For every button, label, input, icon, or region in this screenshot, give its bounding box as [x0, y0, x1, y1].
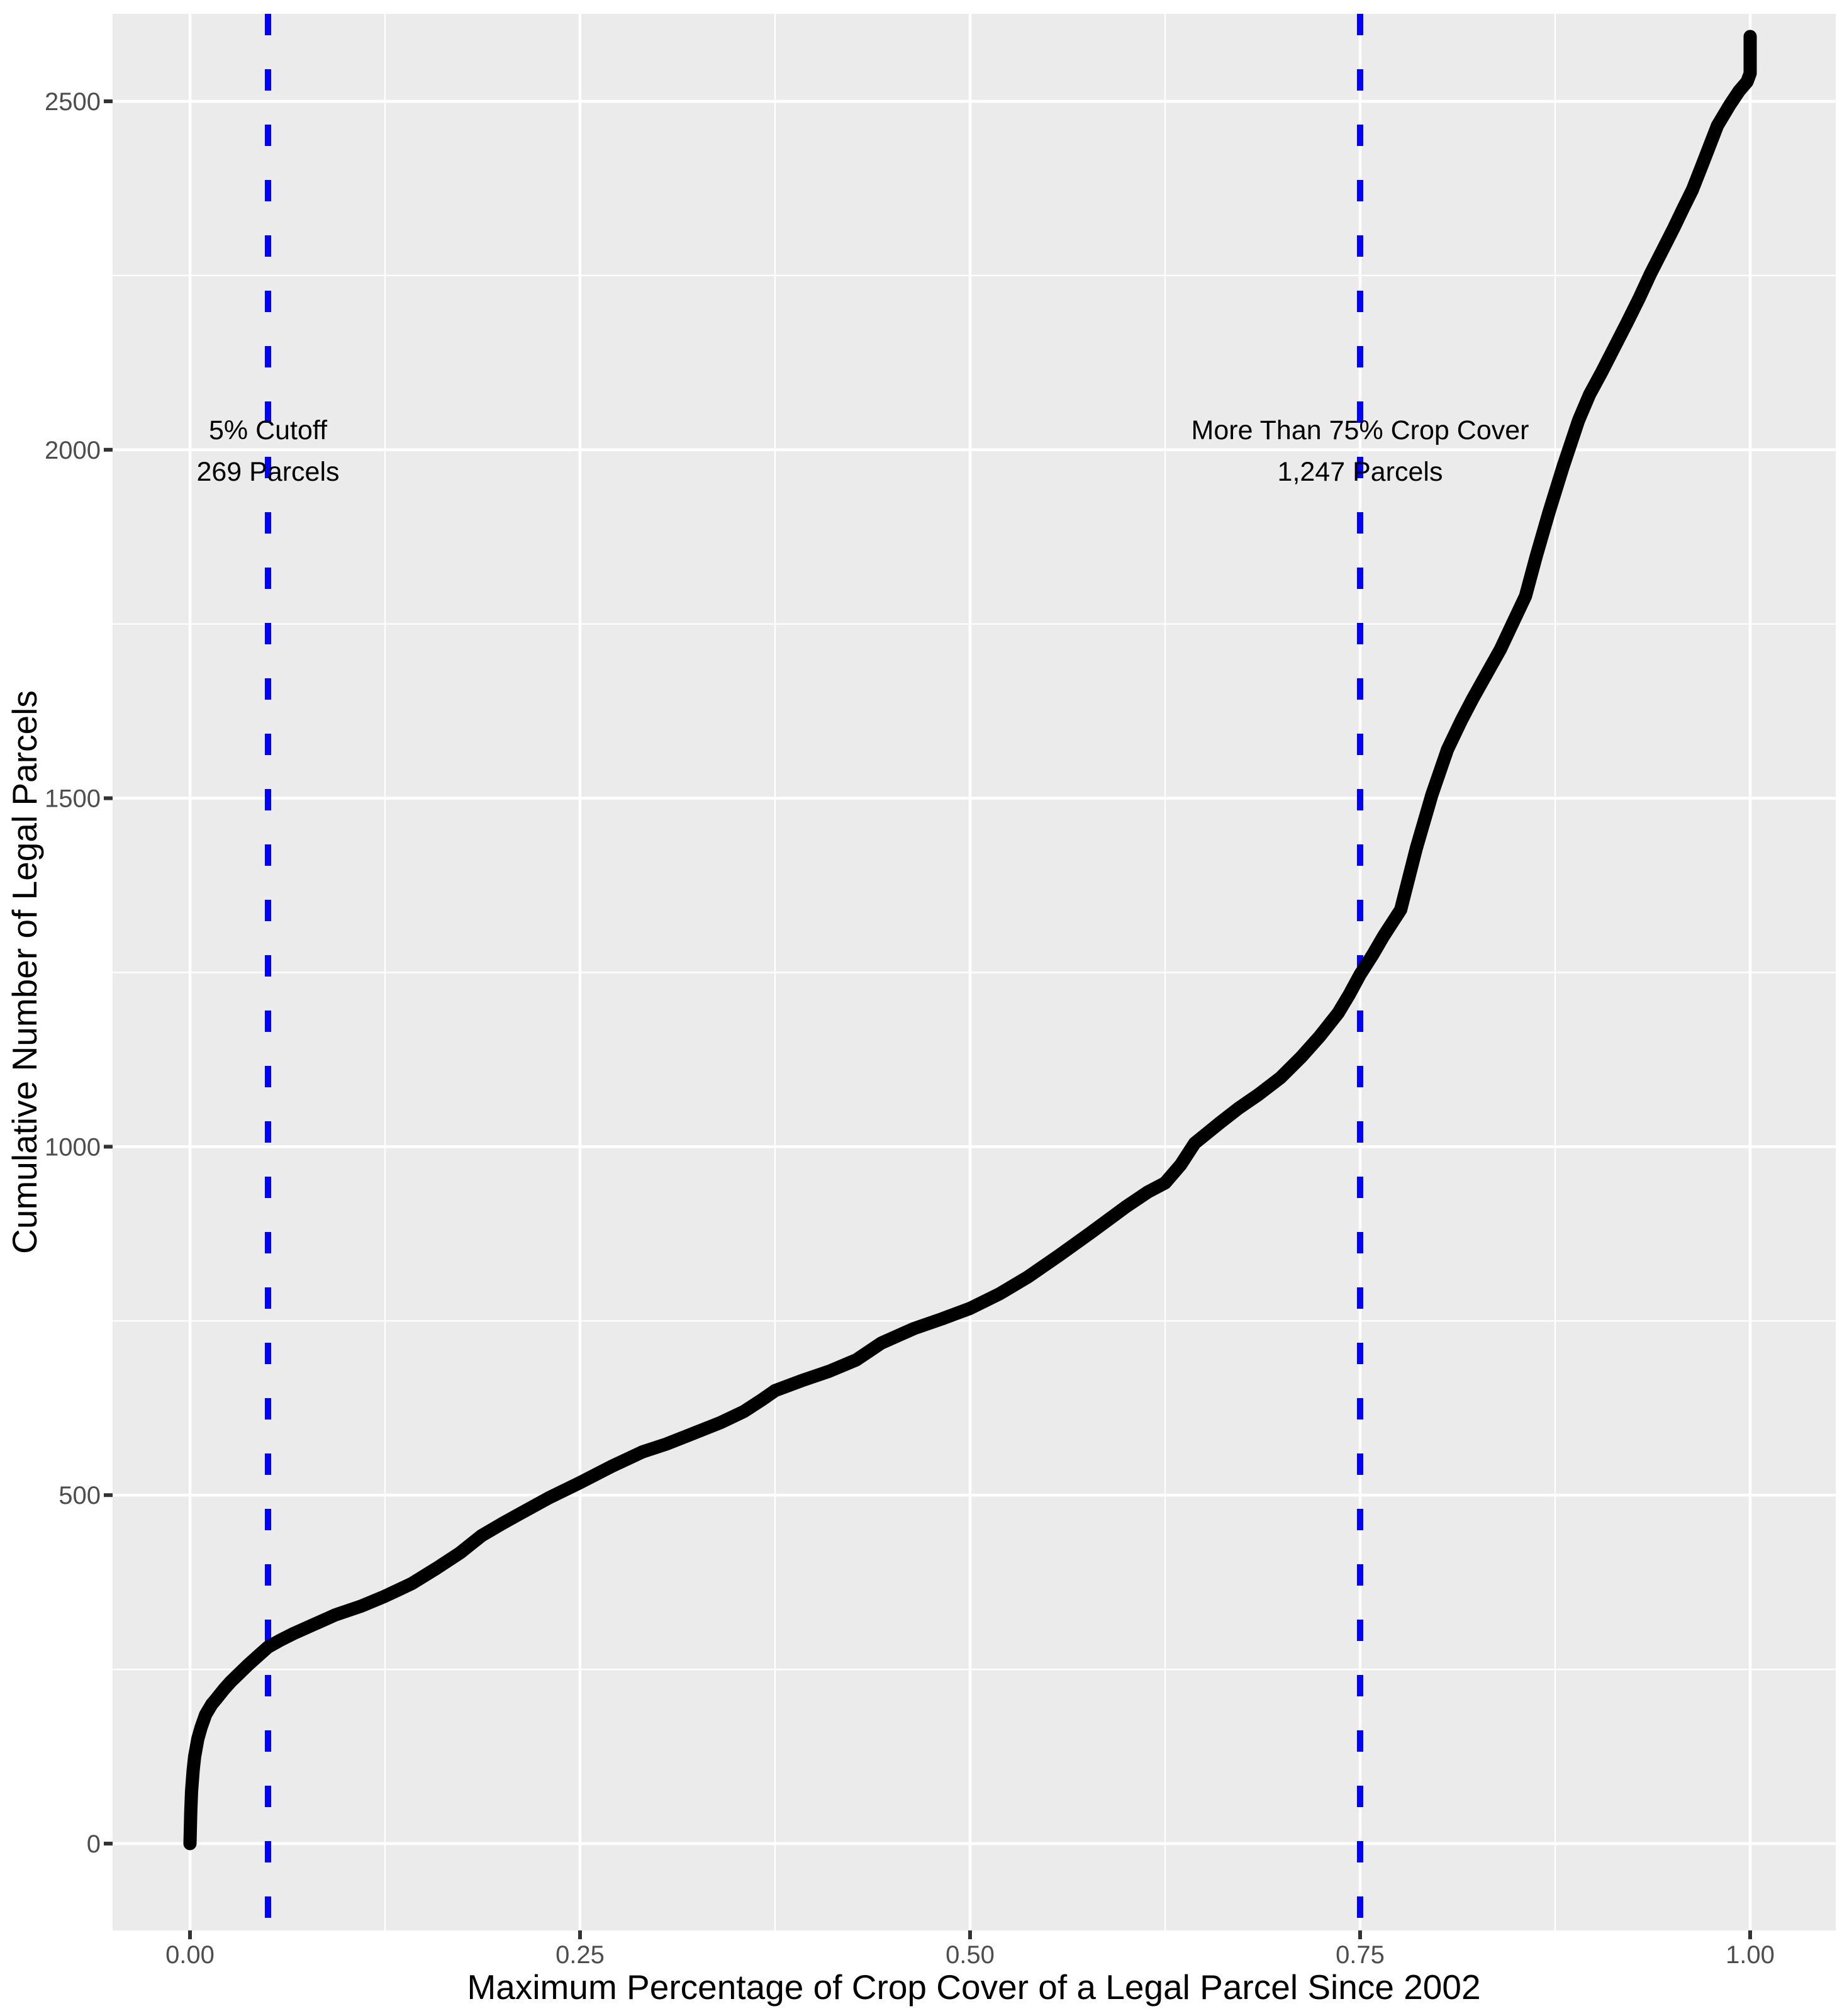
ecdf-curve-path	[183, 30, 1757, 1851]
y-axis-tick-label: 0	[87, 1830, 101, 1858]
cutoff-annotation-line: More Than 75% Crop Cover	[1192, 415, 1529, 445]
gridlines-major	[113, 14, 1836, 1930]
cutoff-annotation-line: 269 Parcels	[196, 457, 339, 487]
x-axis-title: Maximum Percentage of Crop Cover of a Le…	[467, 1968, 1480, 2007]
y-axis-tick-label: 500	[59, 1482, 101, 1509]
y-axis-title: Cumulative Number of Legal Parcels	[5, 690, 44, 1254]
y-axis-tick-label: 1000	[45, 1133, 101, 1161]
ecdf-curve	[183, 30, 1757, 1851]
y-axis-tick-label: 2500	[45, 88, 101, 116]
x-axis-tick-label: 0.75	[1336, 1941, 1385, 1969]
axis-tick-marks	[104, 99, 1752, 1939]
y-axis-tick-label: 1500	[45, 785, 101, 813]
cutoff-annotation-line: 1,247 Parcels	[1278, 457, 1443, 487]
gridlines-minor	[113, 14, 1836, 1930]
annotations: 5% Cutoff 269 Parcels More Than 75% Crop C…	[196, 415, 1529, 487]
x-axis-tick-label: 0.00	[165, 1941, 215, 1969]
x-axis-tick-label: 1.00	[1726, 1941, 1775, 1969]
cutoff-annotation-line: 5% Cutoff	[209, 415, 328, 445]
x-axis-tick-label: 0.25	[555, 1941, 605, 1969]
x-axis-tick-label: 0.50	[946, 1941, 995, 1969]
axis-tick-labels: 0.00 0.25 0.50 0.75 1.00 0 500 1000 1500 2000 2500	[45, 88, 1775, 1969]
y-axis-tick-label: 2000	[45, 437, 101, 464]
